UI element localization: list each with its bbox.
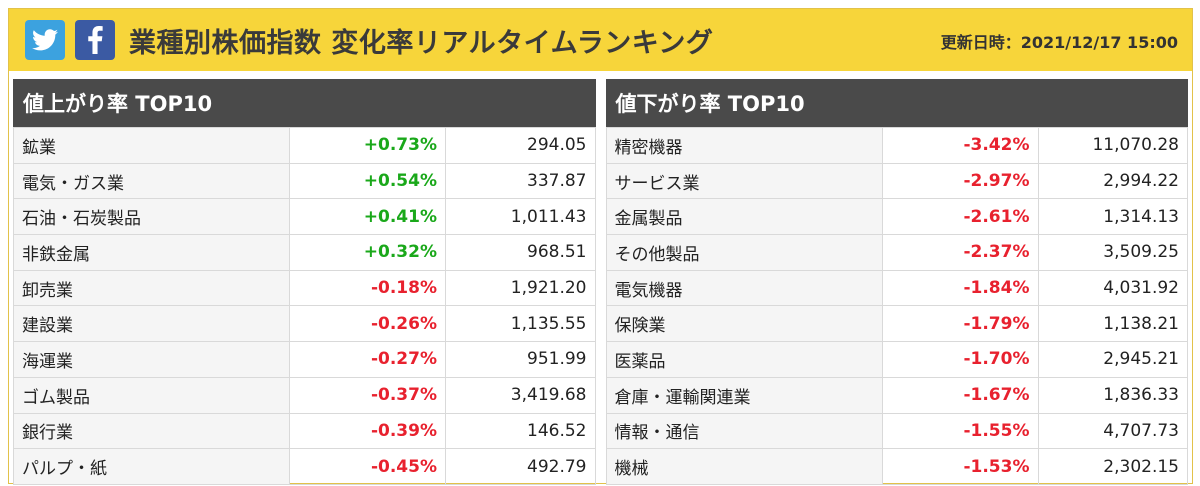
table-row: その他製品 -2.37% 3,509.25 [605,234,1188,271]
change-rate: +0.32% [289,234,446,271]
change-rate: +0.41% [289,198,446,236]
index-value: 1,314.13 [1037,198,1188,236]
change-rate: -0.37% [289,376,446,414]
sector-name: 建設業 [13,305,290,343]
change-rate: -0.26% [289,305,446,343]
change-rate: -0.45% [289,448,446,485]
sector-name: 精密機器 [605,127,883,164]
sector-name: 鉱業 [13,127,290,164]
change-rate: +0.73% [289,127,446,164]
page-title: 業種別株価指数 変化率リアルタイムランキング [129,27,714,59]
change-rate: -2.61% [881,198,1039,236]
table-row: 金属製品 -2.61% 1,314.13 [605,198,1188,236]
gainers-table: 鉱業 +0.73% 294.05 電気・ガス業 +0.54% 337.87 石油・石炭製品 +… [13,127,596,485]
sector-name: 医薬品 [605,341,883,378]
change-rate: -0.39% [289,412,446,450]
sector-name: 石油・石炭製品 [13,198,290,236]
table-row: 非鉄金属 +0.32% 968.51 [13,234,596,271]
gainers-title: 値上がり率 TOP10 [13,79,596,127]
sector-name: 倉庫・運輸関連業 [605,376,883,414]
losers-panel: 値下がり率 TOP10 精密機器 -3.42% 11,070.28 サービス業 -2.9… [605,79,1189,485]
sector-name: サービス業 [605,162,883,200]
table-row: 情報・通信 -1.55% 4,707.73 [605,412,1188,450]
twitter-icon [32,29,58,51]
table-row: 精密機器 -3.42% 11,070.28 [605,127,1188,164]
facebook-share-button[interactable] [75,20,115,60]
index-value: 337.87 [445,162,596,200]
index-value: 968.51 [445,234,596,271]
change-rate: -1.55% [881,412,1039,450]
change-rate: -1.67% [881,376,1039,414]
sector-name: パルプ・紙 [13,448,290,485]
index-value: 2,302.15 [1037,448,1188,485]
table-row: 医薬品 -1.70% 2,945.21 [605,341,1188,378]
index-value: 1,836.33 [1037,376,1188,414]
table-row: 石油・石炭製品 +0.41% 1,011.43 [13,198,596,236]
index-value: 2,945.21 [1037,341,1188,378]
change-rate: -1.84% [881,269,1039,307]
ranking-widget: 業種別株価指数 変化率リアルタイムランキング 更新日時：2021/12/17 1… [8,8,1193,485]
table-row: 建設業 -0.26% 1,135.55 [13,305,596,343]
table-row: 卸売業 -0.18% 1,921.20 [13,269,596,307]
index-value: 4,707.73 [1037,412,1188,450]
change-rate: -3.42% [881,127,1039,164]
updated-timestamp: 更新日時：2021/12/17 15:00 [940,33,1178,52]
sector-name: 電気機器 [605,269,883,307]
sector-name: その他製品 [605,234,883,271]
table-row: パルプ・紙 -0.45% 492.79 [13,448,596,485]
index-value: 492.79 [445,448,596,485]
table-row: 鉱業 +0.73% 294.05 [13,127,596,164]
sector-name: 非鉄金属 [13,234,290,271]
sector-name: 海運業 [13,341,290,378]
index-value: 1,011.43 [445,198,596,236]
index-value: 2,994.22 [1037,162,1188,200]
losers-title: 値下がり率 TOP10 [605,79,1188,127]
change-rate: -0.18% [289,269,446,307]
index-value: 294.05 [445,127,596,164]
change-rate: -1.70% [881,341,1039,378]
index-value: 146.52 [445,412,596,450]
table-row: ゴム製品 -0.37% 3,419.68 [13,376,596,414]
index-value: 1,135.55 [445,305,596,343]
index-value: 951.99 [445,341,596,378]
losers-table: 精密機器 -3.42% 11,070.28 サービス業 -2.97% 2,994.22 金属… [605,127,1189,485]
sector-name: ゴム製品 [13,376,290,414]
table-row: 海運業 -0.27% 951.99 [13,341,596,378]
table-row: 電気機器 -1.84% 4,031.92 [605,269,1188,307]
table-row: 保険業 -1.79% 1,138.21 [605,305,1188,343]
table-row: 機械 -1.53% 2,302.15 [605,448,1188,485]
table-row: 銀行業 -0.39% 146.52 [13,412,596,450]
change-rate: +0.54% [289,162,446,200]
index-value: 4,031.92 [1037,269,1188,307]
index-value: 1,921.20 [445,269,596,307]
sector-name: 情報・通信 [605,412,883,450]
table-row: 倉庫・運輸関連業 -1.67% 1,836.33 [605,376,1188,414]
sector-name: 銀行業 [13,412,290,450]
table-row: サービス業 -2.97% 2,994.22 [605,162,1188,200]
table-row: 電気・ガス業 +0.54% 337.87 [13,162,596,200]
change-rate: -1.53% [881,448,1039,485]
change-rate: -0.27% [289,341,446,378]
index-value: 3,509.25 [1037,234,1188,271]
sector-name: 金属製品 [605,198,883,236]
index-value: 11,070.28 [1037,127,1188,164]
sector-name: 卸売業 [13,269,290,307]
index-value: 3,419.68 [445,376,596,414]
facebook-icon [88,26,103,54]
title-banner: 業種別株価指数 変化率リアルタイムランキング 更新日時：2021/12/17 1… [9,9,1192,71]
twitter-share-button[interactable] [25,20,65,60]
change-rate: -2.37% [881,234,1039,271]
sector-name: 保険業 [605,305,883,343]
change-rate: -1.79% [881,305,1039,343]
index-value: 1,138.21 [1037,305,1188,343]
sector-name: 電気・ガス業 [13,162,290,200]
change-rate: -2.97% [881,162,1039,200]
gainers-panel: 値上がり率 TOP10 鉱業 +0.73% 294.05 電気・ガス業 +0.54% 33… [13,79,596,485]
sector-name: 機械 [605,448,883,485]
